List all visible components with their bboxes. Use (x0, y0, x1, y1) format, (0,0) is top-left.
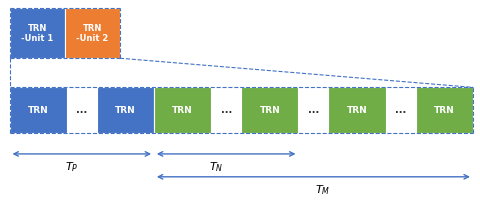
Text: TRN: TRN (259, 106, 280, 115)
Text: TRN: TRN (347, 106, 367, 115)
Text: ...: ... (308, 105, 319, 115)
Text: TRN
-Unit 1: TRN -Unit 1 (21, 24, 53, 43)
Text: ...: ... (220, 105, 232, 115)
FancyBboxPatch shape (154, 87, 211, 133)
Text: TRN: TRN (28, 106, 48, 115)
Text: ...: ... (76, 105, 87, 115)
FancyBboxPatch shape (97, 87, 154, 133)
Text: TRN
-Unit 2: TRN -Unit 2 (76, 24, 108, 43)
Text: $T_P$: $T_P$ (65, 160, 79, 174)
Text: TRN: TRN (115, 106, 136, 115)
FancyBboxPatch shape (10, 87, 67, 133)
Text: TRN: TRN (172, 106, 193, 115)
FancyBboxPatch shape (416, 87, 473, 133)
Text: TRN: TRN (434, 106, 455, 115)
FancyBboxPatch shape (328, 87, 385, 133)
FancyBboxPatch shape (65, 8, 120, 58)
Text: $T_N$: $T_N$ (209, 160, 224, 174)
Text: $T_M$: $T_M$ (315, 183, 331, 197)
FancyBboxPatch shape (241, 87, 299, 133)
Text: ...: ... (395, 105, 406, 115)
FancyBboxPatch shape (10, 8, 65, 58)
